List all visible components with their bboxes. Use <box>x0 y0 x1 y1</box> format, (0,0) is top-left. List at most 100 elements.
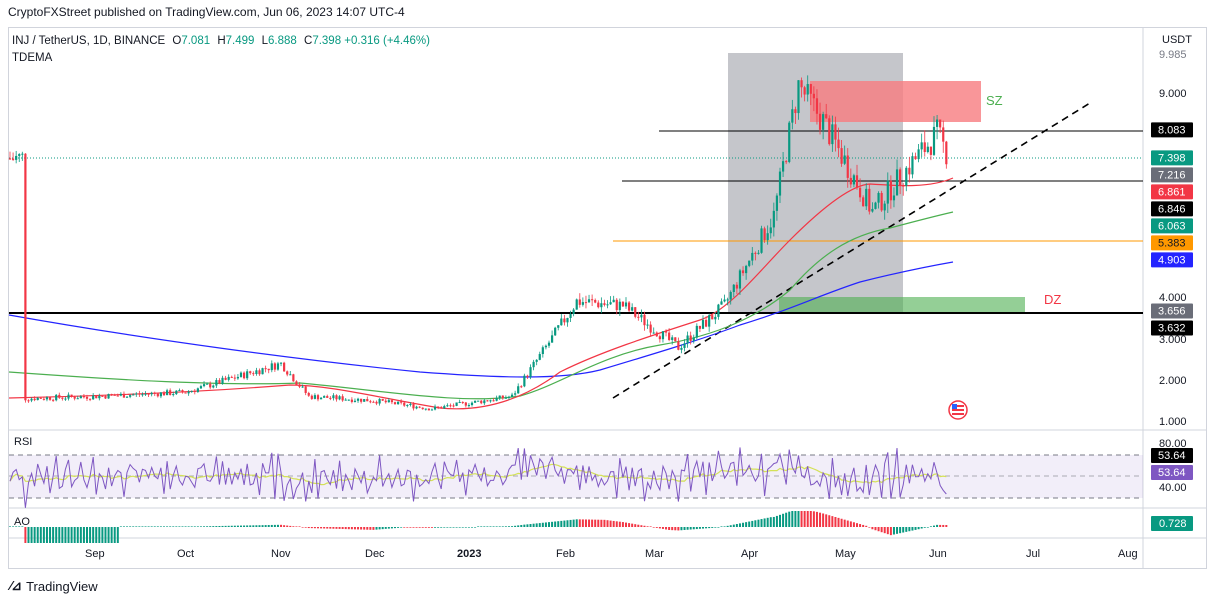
candle-body <box>199 386 203 389</box>
ao-bar <box>729 525 732 527</box>
ao-bar <box>455 527 458 528</box>
candle-body <box>24 153 27 401</box>
brand-name: TradingView <box>26 578 98 594</box>
supply-zone[interactable] <box>810 81 981 122</box>
ao-bar <box>397 527 400 528</box>
candle-body <box>668 332 671 340</box>
ao-bar <box>511 526 514 527</box>
footer-brand[interactable]: ⁄⊿ TradingView <box>10 578 98 594</box>
ao-bar <box>532 523 535 527</box>
candle-body <box>822 114 825 130</box>
candle-body <box>526 375 529 377</box>
time-tick: Nov <box>271 548 291 560</box>
candle-body <box>757 252 760 254</box>
candle-body <box>501 395 504 399</box>
tdema-blue-line <box>8 261 954 378</box>
candle-body <box>125 396 129 398</box>
ao-bar <box>788 511 791 527</box>
candle-body <box>846 155 849 178</box>
candle-body <box>144 393 147 395</box>
candle-body <box>781 161 785 172</box>
candle-body <box>313 395 317 399</box>
candle-body <box>535 359 538 362</box>
candle-body <box>27 400 30 402</box>
ao-bar <box>310 527 313 529</box>
chart-frame <box>8 27 1207 569</box>
ao-bar <box>169 526 172 527</box>
ao-bar <box>461 527 464 528</box>
ao-bar <box>437 527 440 528</box>
price-label-box <box>1151 320 1193 336</box>
candle-body <box>735 284 738 289</box>
ao-bar <box>942 524 945 527</box>
candle-body <box>52 399 55 401</box>
candle-body <box>236 376 240 379</box>
ao-bar <box>846 520 849 527</box>
candle-body <box>298 384 301 387</box>
ao-bar <box>902 527 905 533</box>
ao-bar <box>708 527 711 529</box>
support-trendline[interactable] <box>612 102 1091 399</box>
candle-body <box>769 227 772 234</box>
ao-bar <box>926 527 929 528</box>
ao-bar <box>655 527 658 528</box>
candle-body <box>889 180 892 201</box>
candle-body <box>396 401 400 405</box>
rsi-value: 53.64 <box>1158 467 1186 479</box>
candle-body <box>335 395 338 400</box>
candle-body <box>828 118 831 145</box>
ao-bar <box>24 527 27 543</box>
candle-body <box>67 394 70 399</box>
demand-zone[interactable] <box>779 297 1025 313</box>
candle-body <box>852 175 856 185</box>
ao-bar <box>163 526 165 527</box>
tradingview-logo-icon: ⁄⊿ <box>10 578 22 593</box>
candle-body <box>452 405 455 407</box>
rsi-label[interactable]: RSI <box>14 436 33 448</box>
time-tick: Mar <box>645 548 664 560</box>
ao-bar <box>280 524 283 527</box>
ao-bar <box>923 527 926 528</box>
candle-body <box>212 385 215 388</box>
ao-bar <box>101 527 104 543</box>
symbol-name[interactable]: INJ / TetherUS, 1D, BINANCE <box>12 35 166 47</box>
candle-body <box>908 167 911 175</box>
ao-bar <box>748 521 751 527</box>
candle-body <box>221 377 224 384</box>
ao-bar <box>899 527 902 534</box>
candle-body <box>119 393 122 396</box>
price-label: 8.083 <box>1158 124 1186 136</box>
ao-bar <box>276 524 279 527</box>
candle-body <box>865 188 868 207</box>
candle-body <box>708 315 711 327</box>
us-flag-icon[interactable] <box>948 400 968 420</box>
ao-bar <box>181 526 184 527</box>
ao-bar <box>754 520 757 527</box>
ao-bar <box>409 527 412 528</box>
ao-bar <box>806 511 809 527</box>
candles[interactable] <box>8 75 948 411</box>
ao-bar <box>196 526 199 527</box>
candle-body <box>165 390 169 396</box>
ao-label[interactable]: AO <box>14 516 30 528</box>
candle-body <box>21 153 24 155</box>
indicator-name[interactable]: TDEMA <box>12 52 53 64</box>
ao-bar <box>353 527 356 530</box>
candle-body <box>184 392 187 394</box>
candle-body <box>427 408 430 411</box>
ao-bar <box>329 527 332 529</box>
ao-bar <box>763 518 766 527</box>
ao-bar <box>243 525 246 527</box>
candle-body <box>905 167 908 186</box>
ao-bar <box>403 527 406 528</box>
candle-body <box>701 319 705 329</box>
ao-bar <box>886 527 889 535</box>
ao-bar <box>896 527 899 534</box>
candle-body <box>717 304 720 317</box>
ao-bar <box>920 527 923 529</box>
candle-body <box>341 396 344 401</box>
candle-body <box>911 156 914 175</box>
candle-body <box>686 335 689 344</box>
ao-bar <box>812 511 815 527</box>
